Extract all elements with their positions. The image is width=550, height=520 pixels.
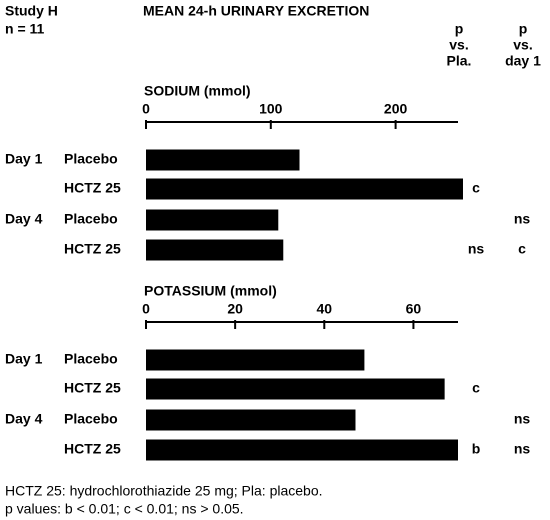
category-label: HCTZ 25 (64, 380, 121, 396)
bar (146, 149, 300, 171)
p-value-label: c (518, 241, 526, 257)
category-label: HCTZ 25 (64, 180, 121, 196)
p-value-label: c (472, 180, 480, 196)
x-tick-label: 40 (316, 301, 332, 317)
category-label: Placebo (64, 351, 118, 367)
column-header: vs. (513, 37, 532, 53)
column-header: vs. (449, 37, 468, 53)
footnote: p values: b < 0.01; c < 0.01; ns > 0.05. (5, 501, 244, 517)
bar (146, 409, 356, 431)
bar (146, 239, 284, 261)
x-tick-label: 60 (406, 301, 422, 317)
x-tick-label: 0 (142, 301, 150, 317)
p-value-label: ns (514, 441, 531, 457)
column-header: day 1 (505, 53, 541, 69)
column-header: p (519, 21, 528, 37)
x-tick-label: 0 (142, 101, 150, 117)
study-label: Study H (5, 3, 58, 19)
main-title: MEAN 24-h URINARY EXCRETION (143, 3, 369, 19)
group-label: Day 1 (5, 351, 43, 367)
category-label: HCTZ 25 (64, 441, 121, 457)
group-label: Day 4 (5, 211, 43, 227)
bar (146, 439, 458, 461)
bar (146, 178, 463, 200)
bar (146, 209, 279, 231)
x-tick-label: 100 (259, 101, 283, 117)
footnote: HCTZ 25: hydrochlorothiazide 25 mg; Pla:… (5, 483, 323, 499)
bar (146, 349, 365, 371)
bar (146, 378, 445, 400)
panel-title: SODIUM (mmol) (144, 83, 251, 99)
group-label: Day 4 (5, 411, 43, 427)
n-label: n = 11 (5, 21, 45, 37)
x-tick-label: 200 (384, 101, 408, 117)
panel-title: POTASSIUM (mmol) (144, 283, 277, 299)
column-header: p (455, 21, 464, 37)
p-value-label: b (472, 441, 481, 457)
p-value-label: ns (514, 211, 531, 227)
x-tick-label: 20 (227, 301, 243, 317)
category-label: Placebo (64, 151, 118, 167)
category-label: Placebo (64, 211, 118, 227)
p-value-label: ns (468, 241, 485, 257)
column-header: Pla. (447, 53, 472, 69)
category-label: HCTZ 25 (64, 241, 121, 257)
group-label: Day 1 (5, 151, 43, 167)
p-value-label: c (472, 380, 480, 396)
p-value-label: ns (514, 411, 531, 427)
category-label: Placebo (64, 411, 118, 427)
